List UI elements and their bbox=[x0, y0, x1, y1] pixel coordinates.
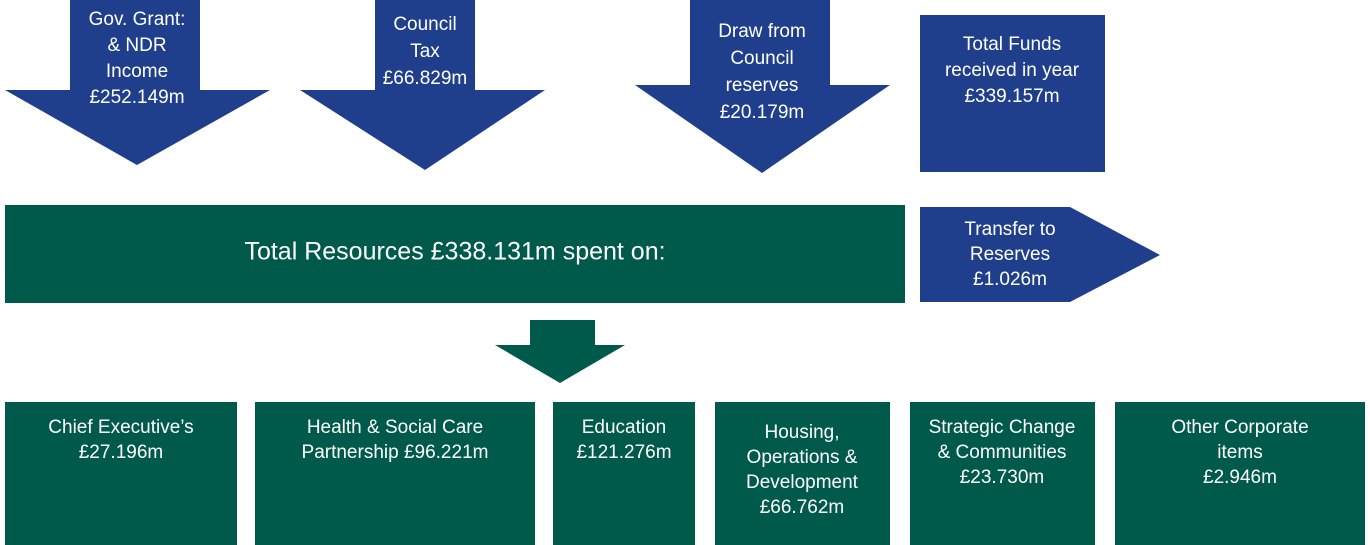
source-label: £66.829m bbox=[383, 68, 468, 89]
spending-label: Development bbox=[746, 472, 859, 493]
spending-label: Operations & bbox=[747, 447, 858, 468]
total-resources-bar bbox=[5, 205, 905, 303]
spending-label: £27.196m bbox=[79, 442, 164, 463]
spending-box bbox=[1115, 402, 1365, 545]
spending-label: Chief Executive’s bbox=[48, 417, 193, 438]
transfer-label: Transfer to bbox=[964, 219, 1055, 240]
spending-box bbox=[5, 402, 237, 545]
spending-label: £121.276m bbox=[576, 442, 671, 463]
spending-label: Partnership £96.221m bbox=[302, 442, 489, 463]
total-funds-label: Total Funds bbox=[963, 34, 1061, 55]
spending-label: & Communities bbox=[938, 442, 1067, 463]
source-label: Draw from bbox=[718, 21, 806, 42]
source-label: £20.179m bbox=[720, 102, 805, 123]
source-label: Income bbox=[106, 61, 168, 82]
transfer-label: Reserves bbox=[970, 244, 1050, 265]
total-funds-label: £339.157m bbox=[964, 86, 1059, 107]
spending-box bbox=[553, 402, 695, 545]
spending-box bbox=[715, 402, 890, 545]
spending-label: items bbox=[1217, 442, 1262, 463]
source-label: Council bbox=[393, 14, 456, 35]
source-arrow bbox=[635, 0, 890, 173]
spending-label: Health & Social Care bbox=[307, 417, 483, 438]
total-funds-box bbox=[920, 15, 1105, 172]
spending-label: Strategic Change bbox=[929, 417, 1076, 438]
spending-label: £66.762m bbox=[760, 497, 845, 518]
spending-label: £2.946m bbox=[1203, 467, 1277, 488]
transfer-label: £1.026m bbox=[973, 269, 1047, 290]
source-label: Gov. Grant: bbox=[89, 9, 186, 30]
spending-label: Education bbox=[582, 417, 667, 438]
spending-label: £23.730m bbox=[960, 467, 1045, 488]
total-funds-label: received in year bbox=[945, 60, 1080, 81]
source-label: Council bbox=[730, 48, 793, 69]
source-label: £252.149m bbox=[89, 87, 184, 108]
transfer-arrow bbox=[920, 207, 1160, 302]
total-resources-label: Total Resources £338.131m spent on: bbox=[244, 238, 665, 266]
source-label: reserves bbox=[726, 75, 799, 96]
spending-box bbox=[910, 402, 1095, 545]
source-arrow bbox=[300, 0, 545, 170]
source-arrow bbox=[5, 0, 270, 165]
source-label: Tax bbox=[410, 41, 440, 62]
spending-box bbox=[255, 402, 535, 545]
spending-label: Housing, bbox=[765, 422, 840, 443]
down-arrow bbox=[495, 320, 625, 383]
spending-label: Other Corporate bbox=[1171, 417, 1308, 438]
source-label: & NDR bbox=[107, 35, 166, 56]
